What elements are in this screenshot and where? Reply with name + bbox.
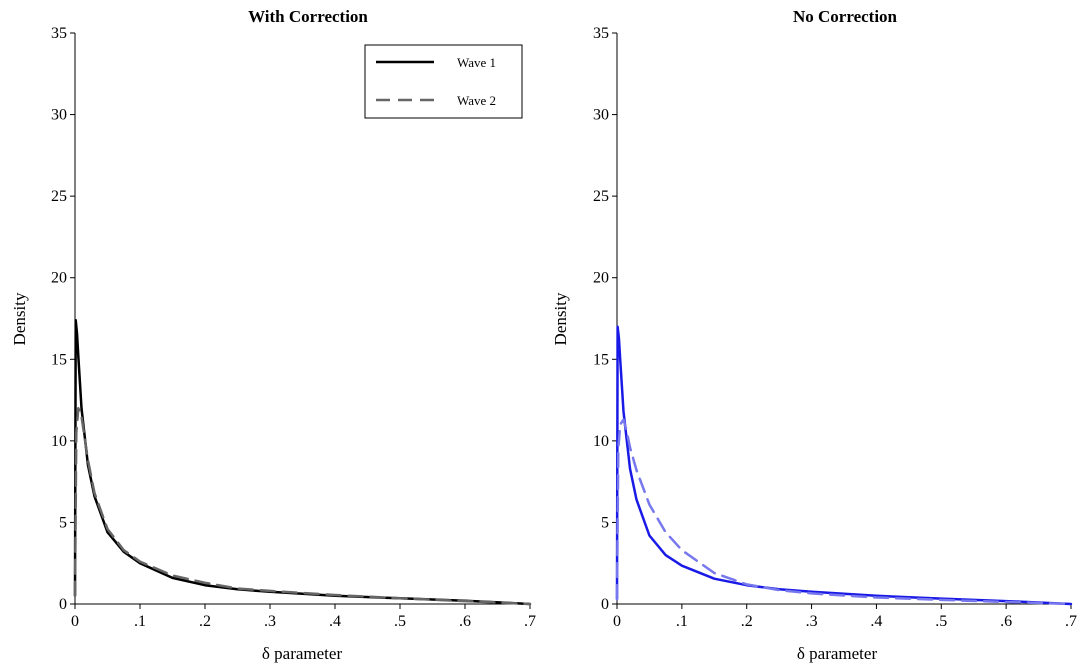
series-line-1 [73,318,532,606]
y-tick-label: 20 [51,270,67,287]
panel-no-correction: No Correction 0 5 10 15 20 25 30 35 0 .1 .2 .3 .4 .5… [551,7,1077,663]
y-tick-label: 0 [601,596,609,613]
x-axis-label: δ parameter [262,644,343,663]
x-tick-label: .6 [459,613,471,630]
x-tick-label: .3 [806,613,818,630]
y-tick-label: 0 [59,596,67,613]
y-tick-label: 30 [593,107,609,124]
y-ticks: 0 5 10 15 20 25 30 35 [593,25,617,613]
series-layer [73,318,532,606]
y-tick-label: 15 [51,351,67,368]
series-line-1 [615,325,1073,606]
y-tick-label: 15 [593,351,609,368]
y-ticks: 0 5 10 15 20 25 30 35 [51,25,75,613]
panel-title: With Correction [248,7,368,26]
legend-box [364,44,523,119]
x-tick-label: 0 [71,613,79,630]
y-tick-label: 5 [601,514,609,531]
y-tick-label: 35 [593,25,609,42]
x-tick-label: .1 [134,613,146,630]
y-tick-label: 10 [593,433,609,450]
x-tick-label: .7 [1065,613,1077,630]
x-tick-label: 0 [613,613,621,630]
y-tick-label: 20 [593,270,609,287]
legend-label-wave-2: Wave 2 [457,93,496,108]
panel-with-correction: With Correction 0 5 10 15 20 25 30 35 0 .1 .2 .3 .4… [10,7,536,663]
y-axis-label: Density [10,292,29,345]
y-tick-label: 10 [51,433,67,450]
legend-label-wave-1: Wave 1 [457,55,496,70]
y-tick-label: 25 [593,188,609,205]
x-tick-label: .1 [676,613,688,630]
x-tick-label: .5 [935,613,947,630]
x-tick-label: .2 [199,613,211,630]
x-tick-label: .3 [264,613,276,630]
y-tick-label: 30 [51,107,67,124]
series-layer [615,325,1073,606]
y-tick-label: 35 [51,25,67,42]
x-tick-label: .4 [329,613,341,630]
series-line-2 [615,418,1073,606]
y-axis-label: Density [551,292,570,345]
y-tick-label: 25 [51,188,67,205]
x-tick-label: .7 [524,613,536,630]
x-ticks: 0 .1 .2 .3 .4 .5 .6 .7 [71,604,536,630]
x-tick-label: .5 [394,613,406,630]
x-tick-label: .6 [1000,613,1012,630]
legend: Wave 1 Wave 2 [364,44,523,119]
x-axis-label: δ parameter [797,644,878,663]
x-tick-label: .2 [741,613,753,630]
series-line-2 [73,406,532,606]
x-ticks: 0 .1 .2 .3 .4 .5 .6 .7 [613,604,1077,630]
panel-title: No Correction [793,7,898,26]
x-tick-label: .4 [870,613,882,630]
y-tick-label: 5 [59,514,67,531]
